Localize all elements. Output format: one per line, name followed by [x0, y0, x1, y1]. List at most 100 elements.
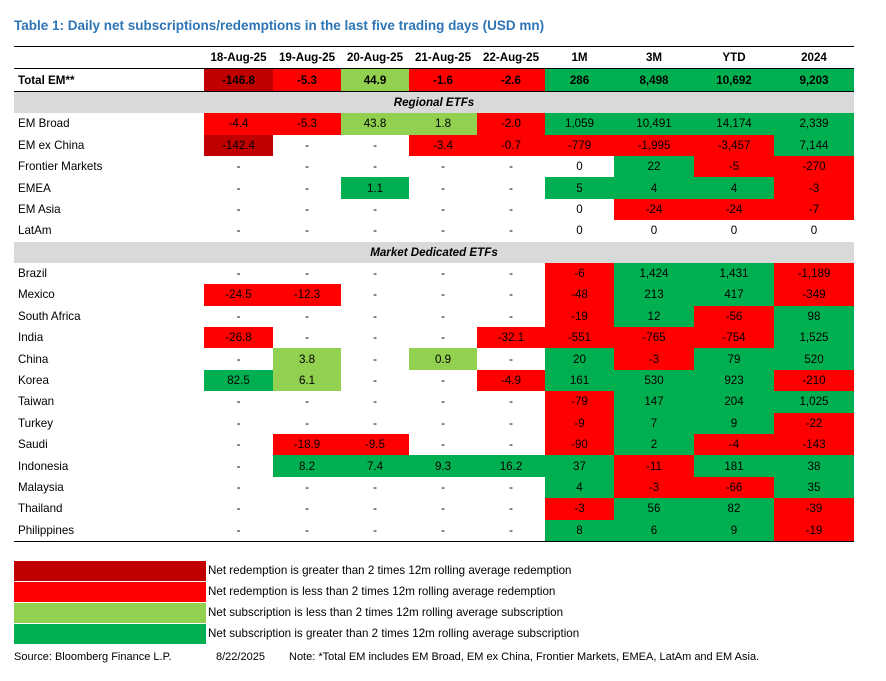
value-cell: -1,189: [774, 262, 854, 285]
value-cell: 9: [694, 519, 774, 542]
value-cell: 1,059: [545, 113, 614, 135]
value-cell: -: [509, 352, 513, 366]
value-cell: 161: [545, 369, 614, 392]
value-cell: -: [373, 352, 377, 366]
note-text: Note: *Total EM includes EM Broad, EM ex…: [289, 651, 760, 663]
table-row: Indonesia - 8.2 7.4 9.3 16.2 37 -11 181 38: [14, 455, 854, 477]
value-cell: 0: [576, 160, 583, 174]
value-cell: -0.7: [477, 134, 545, 156]
value-cell: 16.2: [477, 455, 545, 477]
value-cell: -: [305, 181, 309, 195]
row-label: Mexico: [18, 288, 55, 302]
section-header-row: Market Dedicated ETFs: [14, 241, 854, 263]
value-cell: -: [373, 288, 377, 302]
row-label: Saudi: [18, 438, 48, 452]
value-cell: 2: [614, 434, 694, 456]
value-cell: -: [509, 160, 513, 174]
value-cell: -: [305, 224, 309, 238]
value-cell: -: [441, 288, 445, 302]
value-cell: -: [305, 160, 309, 174]
value-cell: 9,203: [774, 68, 854, 92]
value-cell: -: [373, 309, 377, 323]
value-cell: 10,491: [614, 113, 694, 135]
row-label: Malaysia: [18, 481, 64, 494]
value-cell: -: [373, 481, 377, 494]
value-cell: -: [441, 395, 445, 409]
value-cell: -551: [545, 327, 614, 349]
legend-item: Net redemption is greater than 2 times 1…: [14, 560, 579, 581]
table-row: Philippines - - - - -8 6 9 -19: [14, 519, 854, 542]
value-cell: -: [509, 224, 513, 238]
value-cell: 0: [650, 224, 658, 238]
value-cell: -: [236, 224, 241, 238]
value-cell: -142.4: [204, 134, 273, 156]
value-cell: -: [509, 267, 513, 281]
value-cell: 2,339: [774, 113, 854, 135]
section-header-row: Regional ETFs: [14, 91, 854, 114]
value-cell: 6: [614, 519, 694, 542]
legend-swatch: [14, 602, 206, 623]
value-cell: -19: [545, 305, 614, 328]
value-cell: 20: [545, 348, 614, 370]
value-cell: -: [373, 138, 377, 152]
table-row: India -26.8 - - - -32.1 -551 -765 -754 1,525: [14, 327, 854, 349]
row-label: Brazil: [18, 267, 47, 281]
footer: Source: Bloomberg Finance L.P. 8/22/2025…: [14, 651, 759, 663]
value-cell: 38: [774, 455, 854, 477]
value-cell: 1,431: [694, 262, 774, 285]
value-cell: -210: [774, 369, 854, 392]
row-label: India: [18, 331, 44, 345]
table-row: Brazil - - - - - -6 1,424 1,431 -1,189: [14, 262, 854, 285]
value-cell: 43.8: [341, 113, 409, 135]
value-cell: 520: [774, 348, 854, 370]
value-cell: 0: [576, 202, 583, 216]
value-cell: -: [509, 288, 513, 302]
value-cell: -754: [694, 327, 774, 349]
value-cell: -: [441, 309, 445, 323]
value-cell: -: [509, 502, 513, 516]
value-cell: -: [236, 160, 241, 174]
value-cell: -: [441, 438, 445, 452]
legend-text: Net redemption is less than 2 times 12m …: [208, 585, 556, 598]
value-cell: -: [509, 181, 513, 195]
value-cell: 5: [545, 177, 614, 199]
value-cell: 56: [614, 498, 694, 520]
table-row: South Africa - - - - - -19 12 -56 98: [14, 305, 854, 328]
value-cell: -: [441, 331, 445, 345]
section-title: Market Dedicated ETFs: [14, 241, 854, 263]
value-cell: -: [236, 352, 241, 366]
value-cell: 1,525: [774, 327, 854, 349]
value-cell: -3: [614, 476, 694, 499]
value-cell: -: [341, 519, 409, 542]
column-header: 2024: [774, 45, 854, 70]
table-row: Frontier Markets - - - - - 0 22 -5 -270: [14, 155, 854, 178]
value-cell: -4.4: [204, 113, 273, 135]
value-cell: 12: [614, 305, 694, 328]
value-cell: -39: [774, 498, 854, 520]
value-cell: -7: [774, 198, 854, 221]
table-row: Total EM** -146.8 -5.3 44.9 -1.6 -2.6 286 8,498…: [14, 68, 854, 92]
column-header: YTD: [694, 45, 774, 70]
row-label: EM Broad: [18, 117, 70, 131]
value-cell: -5: [694, 155, 774, 178]
value-cell: 7,144: [774, 134, 854, 156]
header-row: 18-Aug-25 19-Aug-25 20-Aug-25 21-Aug-25 22-A…: [14, 45, 854, 70]
value-cell: -349: [774, 284, 854, 306]
value-cell: -: [236, 267, 241, 281]
value-cell: 8,498: [614, 68, 694, 92]
value-cell: 9: [694, 412, 774, 435]
row-label: EMEA: [18, 181, 51, 195]
value-cell: -12.3: [273, 284, 341, 306]
value-cell: -: [441, 502, 445, 516]
table-row: Taiwan - - - - - -79 147 204 1,025: [14, 391, 854, 413]
value-cell: -: [373, 502, 377, 516]
value-cell: -22: [774, 412, 854, 435]
value-cell: -: [273, 519, 341, 542]
row-label: EM Asia: [18, 202, 61, 216]
date-text: 8/22/2025: [216, 651, 265, 663]
value-cell: -: [305, 395, 309, 409]
value-cell: 79: [694, 348, 774, 370]
table-row: EM Asia - - - - -0 -24 -24 -7: [14, 198, 854, 221]
value-cell: -: [373, 331, 377, 345]
value-cell: 4: [614, 177, 694, 199]
